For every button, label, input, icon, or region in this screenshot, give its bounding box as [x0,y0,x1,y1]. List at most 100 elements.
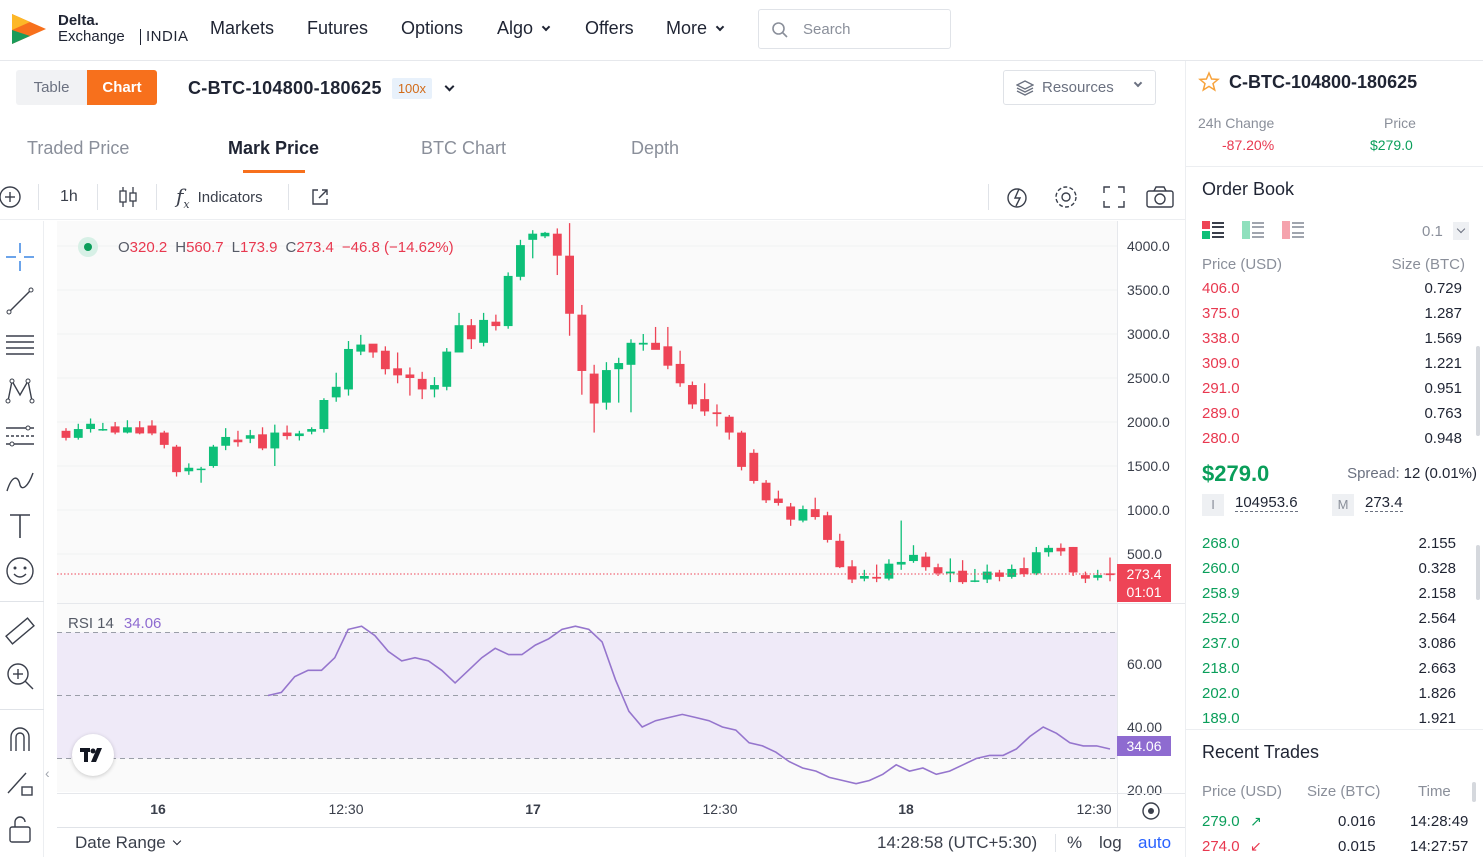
search-input[interactable]: Search [758,9,951,49]
log-scale-button[interactable]: log [1099,833,1122,852]
panel-symbol-name: C-BTC-104800-180625 [1229,72,1418,92]
candles-icon[interactable] [117,185,139,209]
ask-row[interactable]: 375.0 1.287 [1202,305,1462,325]
magnet-icon[interactable] [4,723,36,755]
rt-scrollbar[interactable] [1472,782,1476,802]
orderbook-both-icon[interactable] [1202,221,1224,239]
lock-drawing-icon[interactable] [4,767,36,799]
ask-row[interactable]: 289.0 0.763 [1202,405,1462,425]
camera-icon[interactable] [1146,185,1174,209]
timezone-clock[interactable]: 14:28:58 (UTC+5:30) [877,833,1038,852]
ask-row[interactable]: 291.0 0.951 [1202,380,1462,400]
nav-item-futures[interactable]: Futures [307,18,368,39]
candle [786,502,796,526]
pattern-icon[interactable] [4,375,36,407]
settings-icon[interactable] [1053,184,1079,210]
last-price-value: 273.4 [1126,566,1162,582]
search-placeholder: Search [803,20,851,38]
star-icon[interactable] [1198,71,1220,93]
candle [491,314,501,331]
nav-item-markets[interactable]: Markets [210,18,274,39]
ask-row[interactable]: 309.0 1.221 [1202,355,1462,375]
nav-item-offers[interactable]: Offers [585,18,634,39]
mark-price[interactable]: 273.4 [1365,494,1403,512]
bid-row[interactable]: 252.0 2.564 [1202,610,1462,630]
candle-body [798,509,808,521]
emoji-icon[interactable] [4,555,36,587]
resources-label: Resources [1042,79,1114,96]
candle-body [172,446,181,473]
ob-scrollbar[interactable] [1476,346,1480,436]
horizontal-lines-icon[interactable] [4,330,36,362]
orderbook-bids-icon[interactable] [1242,221,1264,239]
unlock-icon[interactable] [4,813,36,845]
bid-row[interactable]: 202.0 1.826 [1202,685,1462,705]
candle [294,430,304,441]
chevron-down-icon [172,836,181,846]
resources-dropdown[interactable]: Resources [1003,70,1156,105]
bid-row[interactable]: 268.0 2.155 [1202,535,1462,555]
candle-body [122,427,132,433]
text-icon[interactable] [4,510,36,542]
ask-price: 309.0 [1202,355,1240,372]
ask-row[interactable]: 406.0 0.729 [1202,280,1462,300]
price-chart[interactable]: 4000.0 3500.0 3000.0 2500.0 2000.0 1500.0 1000… [0,174,1185,857]
fib-icon[interactable] [4,420,36,452]
bid-row[interactable]: 258.9 2.158 [1202,585,1462,605]
auto-scale-button[interactable]: auto [1138,833,1172,852]
last-price-badge: 273.4 01:01 [1117,564,1171,602]
reset-scale-icon[interactable] [1142,802,1160,820]
candle-body [761,482,771,501]
ask-row[interactable]: 338.0 1.569 [1202,330,1462,350]
ob-scrollbar[interactable] [1476,545,1480,600]
collapse-toolbar-icon[interactable]: ‹ [45,765,50,781]
brush-icon[interactable] [4,465,36,497]
candle-body [528,233,538,240]
delta-logo-icon [12,14,46,44]
zoom-in-icon[interactable] [4,660,36,692]
date-range-button[interactable]: Date Range [75,833,181,853]
interval-button[interactable]: 1h [60,188,78,205]
bid-row[interactable]: 237.0 3.086 [1202,635,1462,655]
tab-mark-price[interactable]: Mark Price [228,138,320,158]
candle [466,319,476,349]
tab-traded-price[interactable]: Traded Price [27,138,130,158]
orderbook-asks-icon[interactable] [1282,221,1304,239]
nav-item-more[interactable]: More [666,18,725,39]
brand-logo[interactable]: Delta. Exchange INDIA [10,10,190,50]
nav-item-algo[interactable]: Algo [497,18,551,39]
tab-btc-chart[interactable]: BTC Chart [421,138,507,158]
indicators-button[interactable]: fx Indicators [176,184,263,211]
candle-body [196,468,206,471]
ruler-icon[interactable] [4,615,36,647]
bid-price: 258.9 [1202,585,1240,602]
tradingview-logo[interactable] [72,734,114,776]
popout-icon[interactable] [310,187,330,207]
add-icon[interactable] [0,185,24,209]
nav-item-options[interactable]: Options [401,18,463,39]
change-value: -87.20% [1222,137,1275,153]
bid-row[interactable]: 189.0 1.921 [1202,710,1462,730]
chart-view-button[interactable]: Chart [87,70,157,105]
recent-trades-title: Recent Trades [1202,742,1320,762]
trend-line-icon[interactable] [4,285,36,317]
bid-row[interactable]: 260.0 0.328 [1202,560,1462,580]
candle-body [417,378,427,390]
crosshair-icon[interactable] [4,241,36,273]
index-price[interactable]: 104953.6 [1235,494,1298,512]
ohlc-close: 273.4 [296,238,334,256]
legend-dot-icon[interactable] [78,237,98,257]
tab-depth[interactable]: Depth [631,138,680,158]
candle [565,223,574,336]
ask-row[interactable]: 280.0 0.948 [1202,430,1462,450]
speed-icon[interactable] [1005,184,1031,210]
index-badge: I [1202,494,1224,516]
tick-size-select[interactable]: 0.1 [1414,221,1471,241]
bid-row[interactable]: 218.0 2.663 [1202,660,1462,680]
table-view-button[interactable]: Table [16,70,87,105]
percent-scale-button[interactable]: % [1067,833,1083,852]
symbol-selector[interactable]: C-BTC-104800-180625 100x [188,76,455,100]
candle [761,480,771,503]
fullscreen-icon[interactable] [1102,185,1126,209]
rt-time-header: Time [1418,783,1451,800]
